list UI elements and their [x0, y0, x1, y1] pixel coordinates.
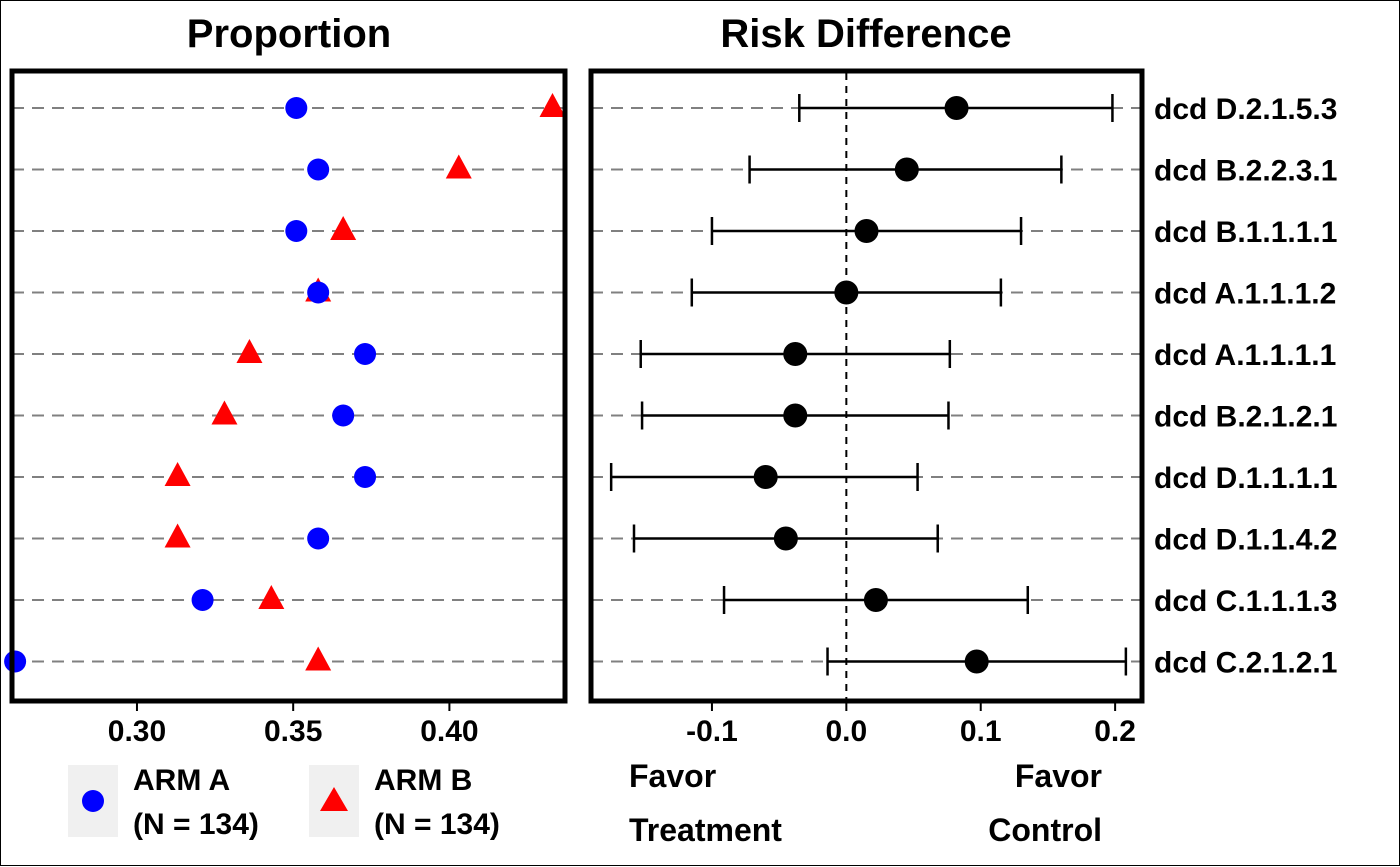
row-label: dcd C.1.1.1.3	[1154, 585, 1337, 618]
risk-difference-point	[863, 588, 888, 612]
arm-a-point	[354, 343, 377, 365]
x-tick-label: 0.0	[825, 715, 867, 748]
legend: ARM A (N = 134) ARM B (N = 134)	[68, 764, 500, 841]
row-label: dcd D.2.1.5.3	[1154, 93, 1337, 126]
legend-triangle-icon	[320, 787, 348, 811]
row-label: dcd A.1.1.1.1	[1154, 339, 1336, 372]
risk-difference-point	[834, 280, 859, 305]
arm-a-point	[191, 589, 214, 611]
arm-a-point	[285, 97, 308, 119]
risk-difference-point	[783, 403, 808, 428]
arm-b-point	[236, 339, 263, 363]
x-tick-label: 0.30	[108, 715, 166, 748]
favor-control-line1: Favor	[1015, 758, 1102, 794]
x-tick-label: 0.2	[1094, 715, 1136, 748]
arm-a-point	[307, 158, 330, 181]
left-panel-title: Proportion	[187, 12, 391, 56]
risk-difference-point	[753, 465, 778, 489]
arm-b-point	[305, 646, 332, 671]
row-labels: dcd D.2.1.5.3 dcd B.2.2.3.1 dcd B.1.1.1.1 d…	[1154, 93, 1337, 680]
risk-difference-point	[894, 157, 919, 182]
risk-difference-point	[944, 96, 969, 120]
arm-a-point	[285, 220, 308, 242]
favor-control-line2: Control	[988, 812, 1102, 848]
x-tick-label: 0.35	[264, 715, 322, 748]
risk-difference-point	[773, 526, 798, 551]
legend-label-arm-b-line2: (N = 134)	[374, 808, 500, 841]
arm-b-point	[258, 585, 285, 609]
row-label: dcd B.2.2.3.1	[1154, 155, 1337, 188]
arm-b-point	[445, 154, 472, 179]
risk-difference-point	[854, 219, 879, 243]
risk-difference-panel-frame	[588, 68, 1145, 704]
arm-a-point	[307, 281, 330, 304]
row-label: dcd B.2.1.2.1	[1154, 401, 1337, 434]
proportion-panel: 0.30 0.35 0.40	[4, 93, 566, 748]
arm-a-point	[332, 404, 355, 427]
arm-b-point	[211, 400, 238, 425]
legend-label-arm-a-line2: (N = 134)	[133, 808, 259, 841]
risk-difference-point	[964, 649, 989, 674]
risk-difference-panel: -0.1 0.0 0.1 0.2	[591, 73, 1142, 748]
row-label: dcd D.1.1.4.2	[1154, 524, 1337, 557]
arm-b-point	[164, 523, 191, 548]
x-tick-label: 0.1	[960, 715, 1002, 748]
risk-difference-point	[783, 342, 808, 366]
x-tick-label: -0.1	[686, 715, 738, 748]
row-label: dcd D.1.1.1.1	[1154, 462, 1337, 495]
row-label: dcd C.2.1.2.1	[1154, 647, 1337, 680]
arm-a-point	[307, 527, 330, 550]
right-panel-title: Risk Difference	[720, 12, 1011, 56]
arm-b-point	[330, 216, 357, 240]
arm-b-point	[539, 93, 566, 117]
legend-label-arm-a-line1: ARM A	[133, 764, 230, 797]
arm-b-point	[164, 462, 191, 486]
legend-label-arm-b-line1: ARM B	[374, 764, 472, 797]
legend-circle-icon	[82, 790, 104, 812]
proportion-panel-frame	[9, 68, 568, 704]
row-label: dcd A.1.1.1.2	[1154, 278, 1336, 311]
row-label: dcd B.1.1.1.1	[1154, 216, 1337, 249]
arm-a-point	[354, 466, 377, 488]
favor-treatment-line1: Favor	[629, 758, 716, 794]
favor-treatment-line2: Treatment	[629, 812, 782, 848]
arm-a-point	[4, 650, 27, 673]
x-tick-label: 0.40	[420, 715, 478, 748]
